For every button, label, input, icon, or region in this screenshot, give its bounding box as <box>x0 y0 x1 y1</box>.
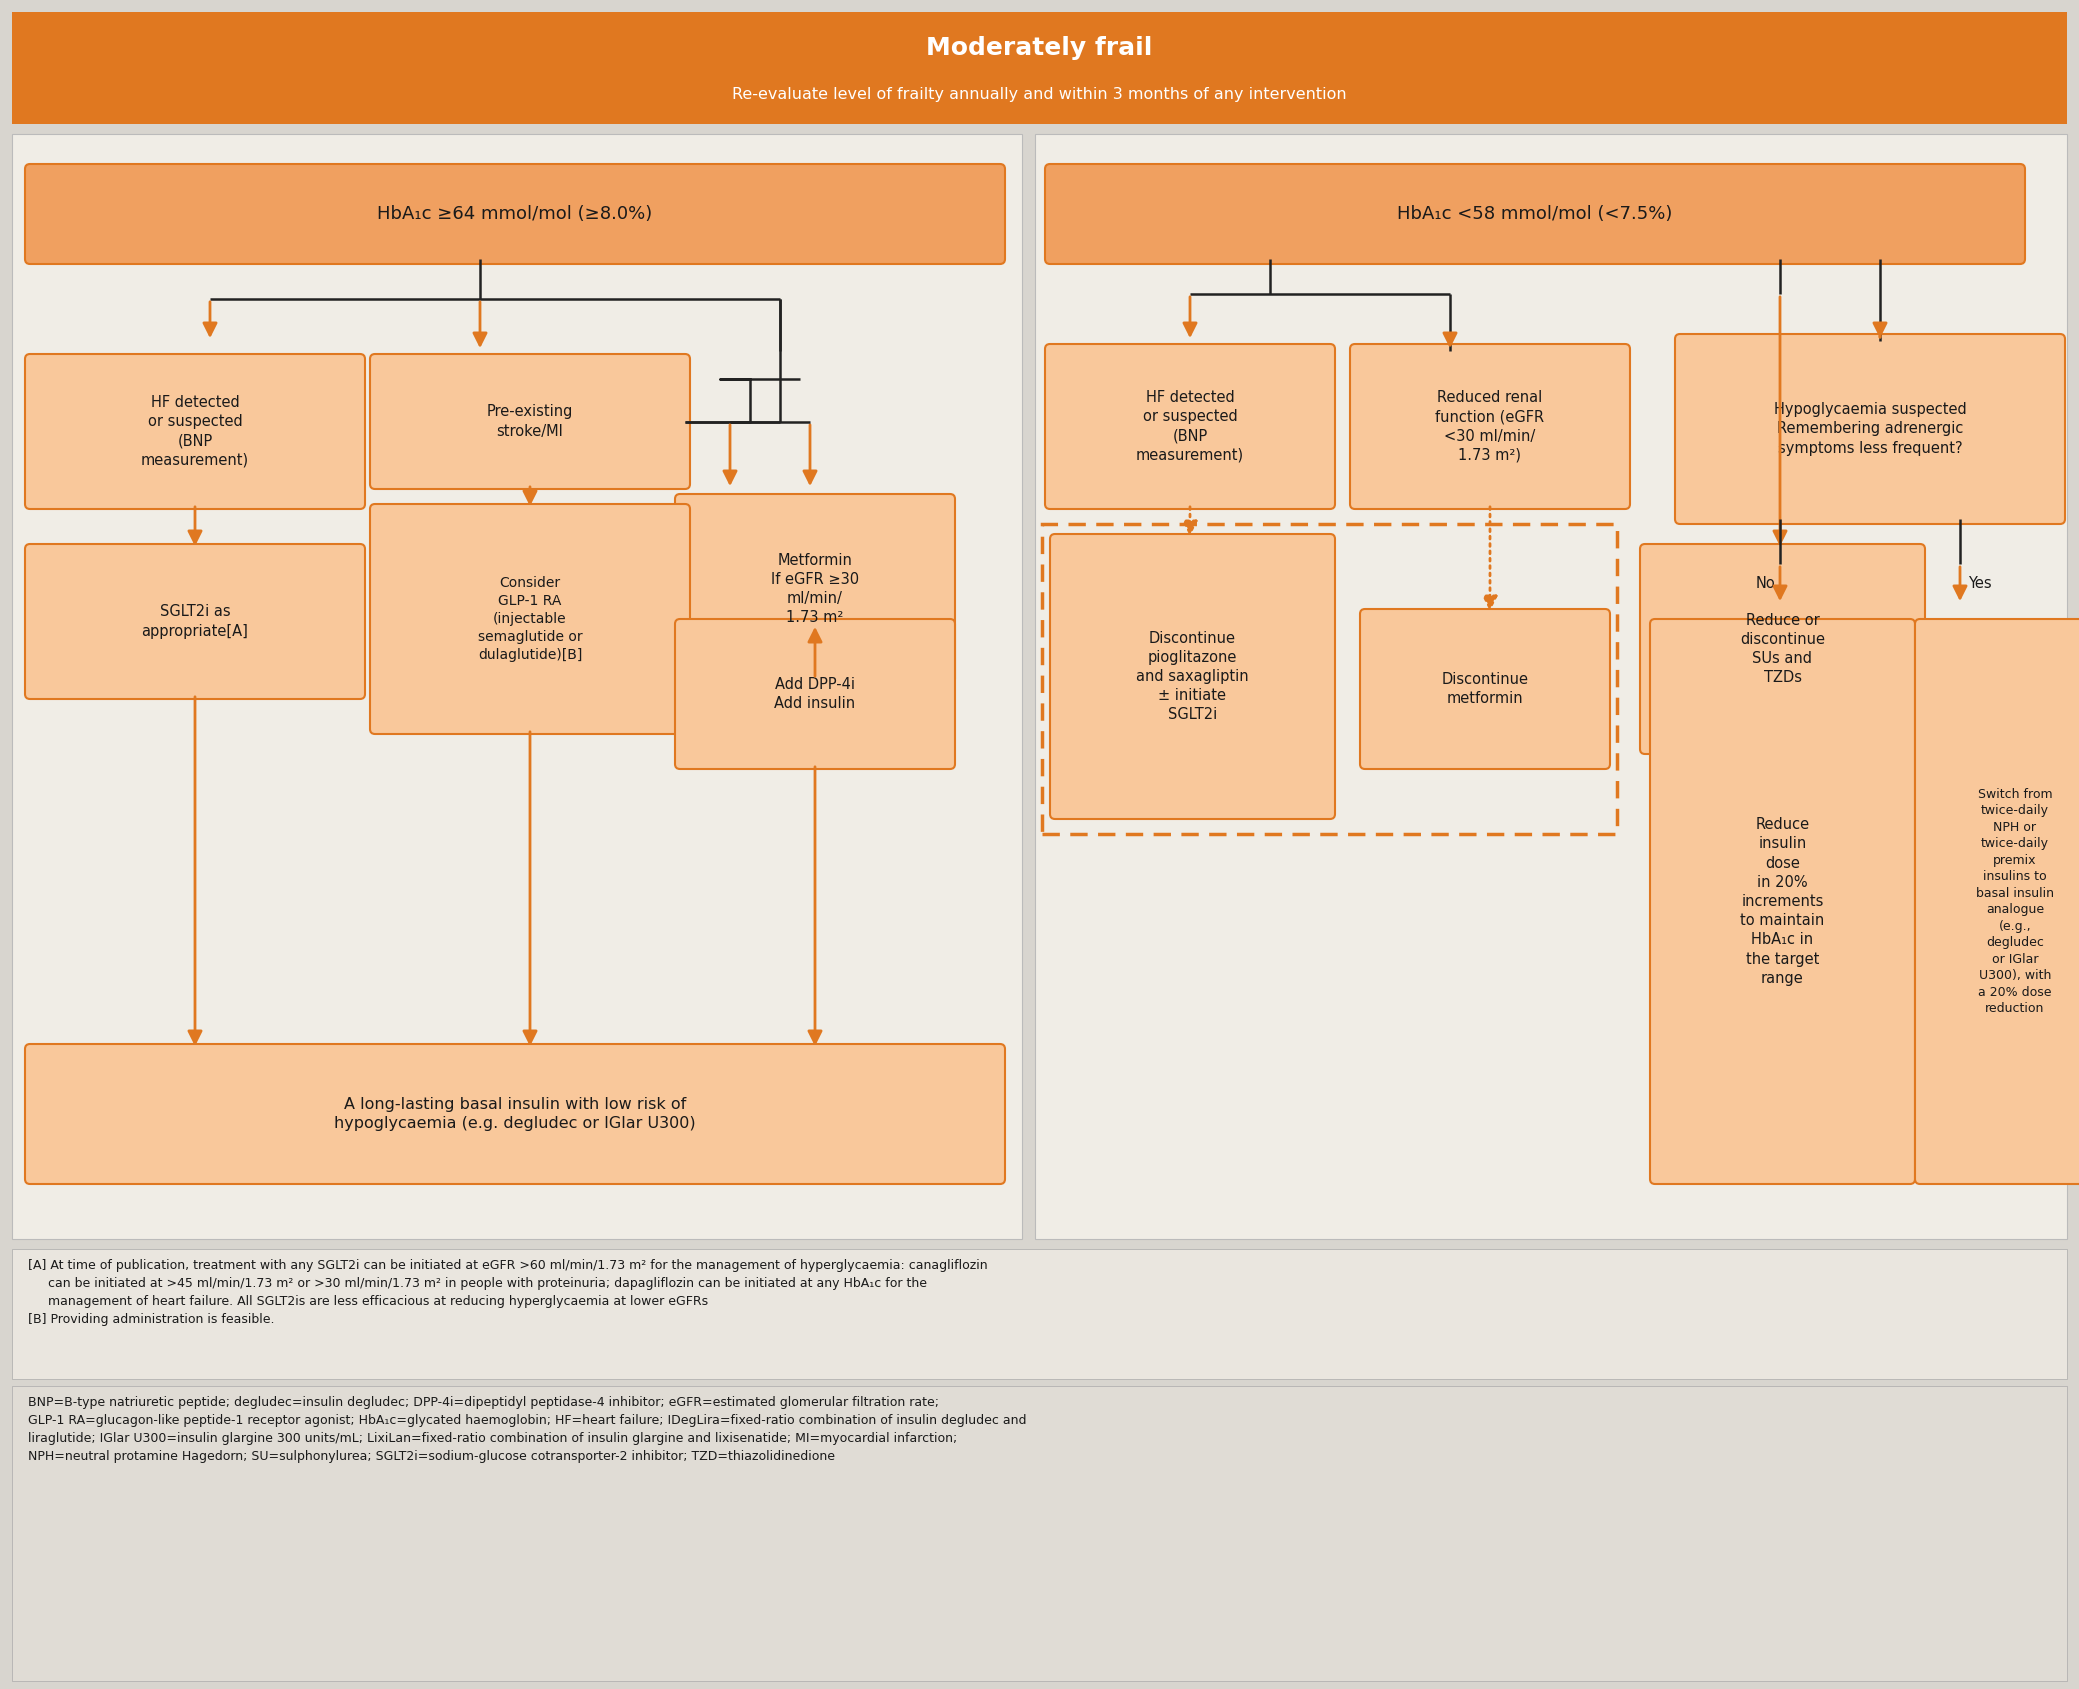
FancyBboxPatch shape <box>370 355 690 490</box>
Text: HF detected
or suspected
(BNP
measurement): HF detected or suspected (BNP measuremen… <box>141 395 249 468</box>
Text: Consider
GLP-1 RA
(injectable
semaglutide or
dulaglutide)[B]: Consider GLP-1 RA (injectable semaglutid… <box>478 576 582 662</box>
Text: HF detected
or suspected
(BNP
measurement): HF detected or suspected (BNP measuremen… <box>1135 390 1243 463</box>
Text: Hypoglycaemia suspected
Remembering adrenergic
symptoms less frequent?: Hypoglycaemia suspected Remembering adre… <box>1773 402 1967 456</box>
FancyBboxPatch shape <box>25 1044 1004 1184</box>
Text: HbA₁c ≥64 mmol/mol (≥8.0%): HbA₁c ≥64 mmol/mol (≥8.0%) <box>378 204 653 223</box>
Text: Metformin
If eGFR ≥30
ml/min/
1.73 m²: Metformin If eGFR ≥30 ml/min/ 1.73 m² <box>771 552 859 625</box>
Text: BNP=B-type natriuretic peptide; degludec=insulin degludec; DPP-4i=dipeptidyl pep: BNP=B-type natriuretic peptide; degludec… <box>27 1397 1027 1463</box>
Text: Moderately frail: Moderately frail <box>927 35 1152 61</box>
FancyBboxPatch shape <box>1676 334 2064 524</box>
Text: Reduced renal
function (eGFR
<30 ml/min/
1.73 m²): Reduced renal function (eGFR <30 ml/min/… <box>1435 390 1545 463</box>
FancyBboxPatch shape <box>1915 618 2079 1184</box>
FancyBboxPatch shape <box>370 503 690 735</box>
Text: HbA₁c <58 mmol/mol (<7.5%): HbA₁c <58 mmol/mol (<7.5%) <box>1397 204 1674 223</box>
FancyBboxPatch shape <box>12 133 1023 1240</box>
Text: Pre-existing
stroke/MI: Pre-existing stroke/MI <box>486 404 574 439</box>
Text: [A] At time of publication, treatment with any SGLT2i can be initiated at eGFR >: [A] At time of publication, treatment wi… <box>27 1258 988 1326</box>
Text: SGLT2i as
appropriate[A]: SGLT2i as appropriate[A] <box>141 605 247 638</box>
Text: Reduce or
discontinue
SUs and
TZDs: Reduce or discontinue SUs and TZDs <box>1740 613 1825 686</box>
FancyBboxPatch shape <box>1046 345 1335 508</box>
Text: Reduce
insulin
dose
in 20%
increments
to maintain
HbA₁c in
the target
range: Reduce insulin dose in 20% increments to… <box>1740 817 1825 986</box>
FancyBboxPatch shape <box>1640 544 1925 753</box>
FancyBboxPatch shape <box>1651 618 1915 1184</box>
FancyBboxPatch shape <box>12 12 2067 123</box>
Text: Yes: Yes <box>1969 576 1992 591</box>
Text: Re-evaluate level of frailty annually and within 3 months of any intervention: Re-evaluate level of frailty annually an… <box>732 86 1347 101</box>
Text: Discontinue
metformin: Discontinue metformin <box>1441 672 1528 706</box>
FancyBboxPatch shape <box>1360 610 1609 768</box>
FancyBboxPatch shape <box>676 493 954 684</box>
Text: Add DPP-4i
Add insulin: Add DPP-4i Add insulin <box>775 677 857 711</box>
Text: A long-lasting basal insulin with low risk of
hypoglycaemia (e.g. degludec or IG: A long-lasting basal insulin with low ri… <box>335 1096 696 1132</box>
FancyBboxPatch shape <box>12 1387 2067 1681</box>
Text: No: No <box>1755 576 1775 591</box>
Text: Discontinue
pioglitazone
and saxagliptin
± initiate
SGLT2i: Discontinue pioglitazone and saxagliptin… <box>1137 630 1249 723</box>
FancyBboxPatch shape <box>25 164 1004 263</box>
FancyBboxPatch shape <box>676 618 954 768</box>
Text: Switch from
twice-daily
NPH or
twice-daily
premix
insulins to
basal insulin
anal: Switch from twice-daily NPH or twice-dai… <box>1975 787 2054 1015</box>
FancyBboxPatch shape <box>1349 345 1630 508</box>
FancyBboxPatch shape <box>25 355 366 508</box>
FancyBboxPatch shape <box>1050 534 1335 819</box>
FancyBboxPatch shape <box>12 1248 2067 1378</box>
FancyBboxPatch shape <box>25 544 366 699</box>
FancyBboxPatch shape <box>1046 164 2025 263</box>
FancyBboxPatch shape <box>1035 133 2067 1240</box>
